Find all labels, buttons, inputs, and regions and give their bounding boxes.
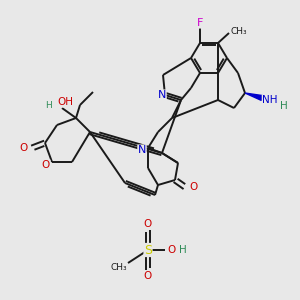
Text: O: O <box>20 143 28 153</box>
Text: N: N <box>158 90 166 100</box>
Polygon shape <box>245 93 263 100</box>
Text: CH₃: CH₃ <box>111 263 127 272</box>
Text: S: S <box>144 244 152 256</box>
Text: O: O <box>144 219 152 229</box>
Text: O: O <box>42 160 50 170</box>
Text: O: O <box>144 271 152 281</box>
Text: F: F <box>197 18 203 28</box>
Text: NH: NH <box>262 95 278 105</box>
Text: O: O <box>168 245 176 255</box>
Text: H: H <box>46 101 52 110</box>
Text: OH: OH <box>57 97 73 107</box>
Text: H: H <box>280 101 288 111</box>
Text: H: H <box>179 245 187 255</box>
Text: O: O <box>189 182 197 192</box>
Text: N: N <box>138 145 146 155</box>
Text: CH₃: CH₃ <box>231 26 247 35</box>
